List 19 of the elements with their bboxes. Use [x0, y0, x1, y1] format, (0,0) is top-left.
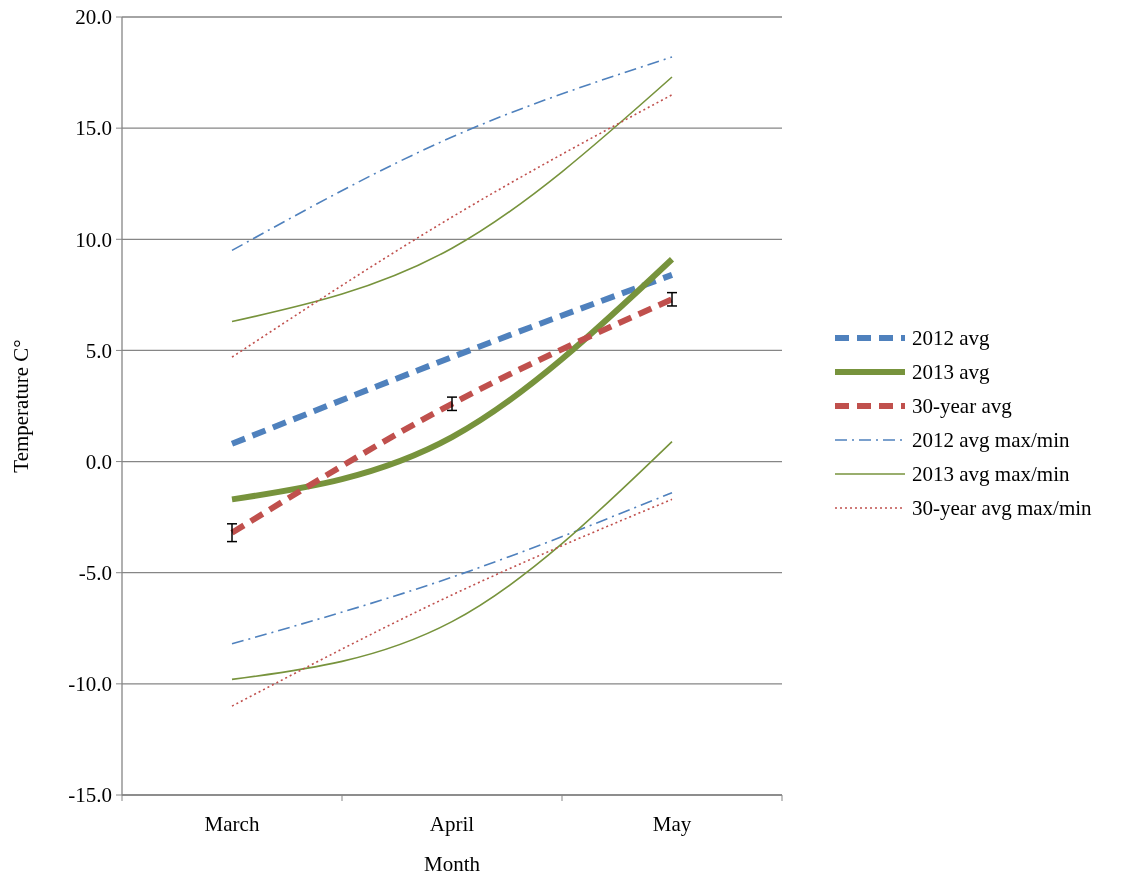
y-tick-label: 0.0	[85, 449, 112, 474]
legend-label: 2013 avg	[912, 360, 991, 385]
y-tick-label: -5.0	[78, 561, 112, 586]
x-axis-title: Month	[423, 852, 481, 876]
x-tick-label: March	[204, 812, 260, 836]
y-tick-label: 15.0	[75, 116, 112, 141]
x-tick-label: April	[429, 812, 475, 836]
legend-label: 30-year avg max/min	[912, 496, 1093, 521]
y-tick-label: 20.0	[75, 5, 112, 30]
legend-label: 30-year avg	[912, 394, 1013, 419]
y-tick-label: 5.0	[85, 338, 112, 363]
legend-label: 2013 avg max/min	[912, 462, 1070, 487]
y-tick-label: -15.0	[68, 783, 112, 808]
y-tick-label: -10.0	[68, 672, 112, 697]
y-tick-label: 10.0	[75, 227, 112, 252]
legend-label: 2012 avg	[912, 326, 991, 351]
legend-label: 2012 avg max/min	[912, 428, 1070, 453]
x-tick-label: May	[652, 812, 692, 836]
y-axis-title: Temperature C°	[9, 339, 33, 473]
